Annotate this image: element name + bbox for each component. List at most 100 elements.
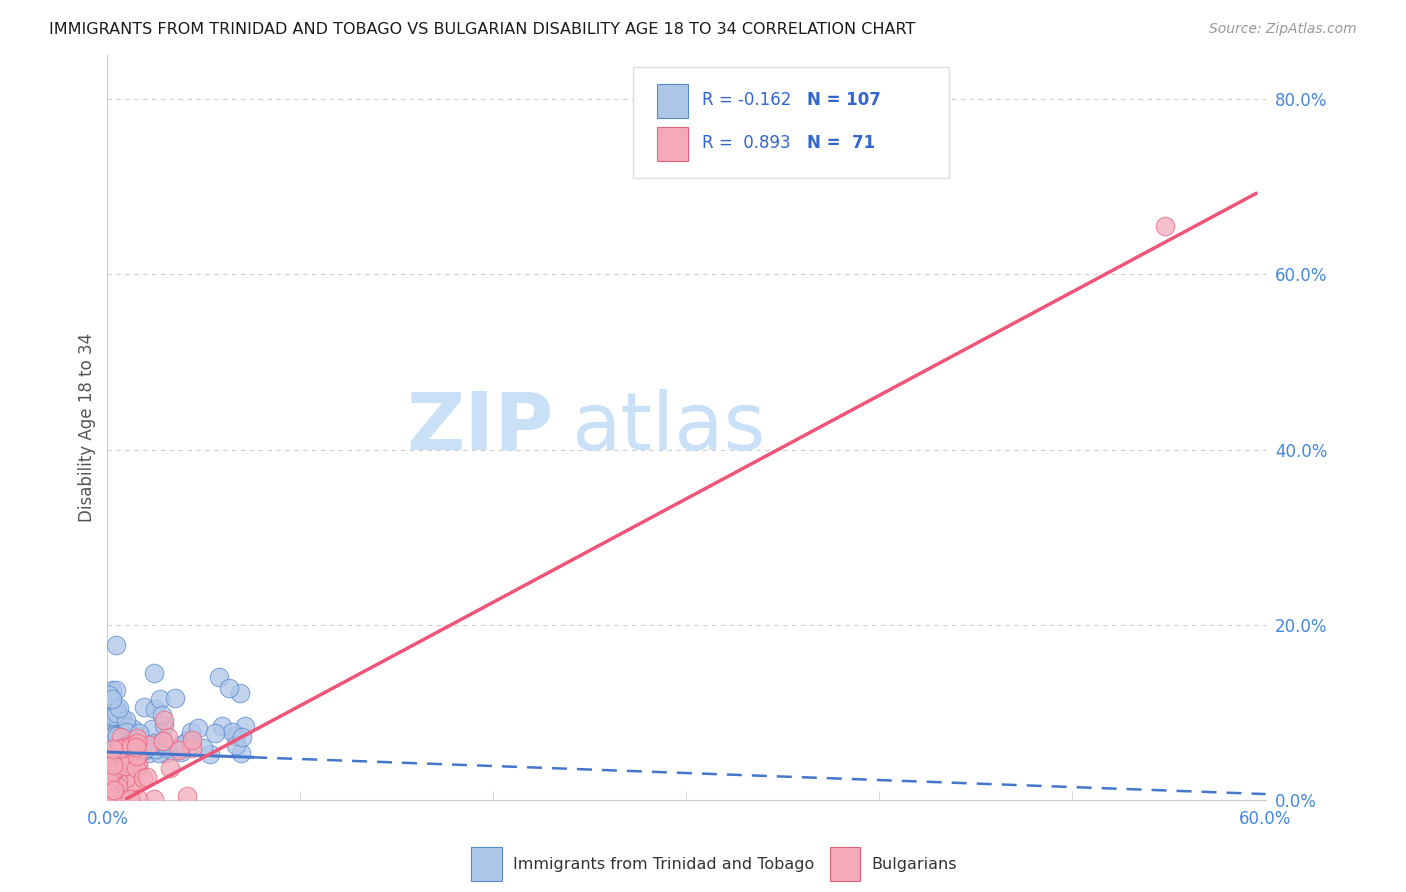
Point <box>125 734 148 748</box>
Point <box>117 726 139 740</box>
Point <box>98 775 121 789</box>
Point <box>108 745 131 759</box>
Point <box>107 780 129 794</box>
Point <box>103 709 125 723</box>
Point <box>167 743 190 757</box>
Point <box>115 732 138 747</box>
Text: atlas: atlas <box>571 389 765 467</box>
Point <box>101 792 124 806</box>
Point <box>233 719 256 733</box>
Point <box>176 789 198 803</box>
Point <box>114 745 136 759</box>
Point <box>115 714 138 728</box>
Point <box>98 731 121 746</box>
Point <box>125 748 148 763</box>
Point <box>98 779 121 793</box>
Point <box>100 747 122 762</box>
Point <box>170 740 193 755</box>
Point <box>121 775 143 789</box>
Point <box>100 773 122 788</box>
Point <box>98 728 121 742</box>
Text: R = -0.162: R = -0.162 <box>702 91 792 109</box>
Point <box>110 742 132 756</box>
Text: Source: ZipAtlas.com: Source: ZipAtlas.com <box>1209 22 1357 37</box>
Point <box>98 714 121 728</box>
Point <box>112 742 135 756</box>
Point <box>218 681 240 696</box>
Point <box>100 736 122 750</box>
Point <box>105 735 128 749</box>
Point <box>138 738 160 752</box>
Point <box>103 783 125 797</box>
Point <box>104 733 127 747</box>
Point <box>142 736 165 750</box>
Point <box>107 728 129 742</box>
Point <box>132 743 155 757</box>
Point <box>101 745 124 759</box>
Point <box>105 729 128 743</box>
Point <box>141 722 163 736</box>
Point <box>115 720 138 734</box>
Point <box>98 753 121 767</box>
Point <box>117 739 139 754</box>
Point <box>135 741 157 756</box>
Point <box>1154 219 1177 233</box>
Point <box>155 746 177 760</box>
Point <box>110 740 132 755</box>
Point <box>108 741 131 756</box>
Point <box>104 762 127 776</box>
Point <box>100 692 122 706</box>
Point <box>211 719 233 733</box>
Point <box>156 731 179 745</box>
Point <box>107 774 129 789</box>
Point <box>180 732 202 747</box>
Point <box>208 669 231 683</box>
Point <box>98 779 121 793</box>
Point <box>115 771 138 785</box>
Point <box>187 721 209 735</box>
Point <box>104 774 127 789</box>
Point <box>159 761 181 775</box>
Point <box>105 729 128 743</box>
Point <box>127 760 149 774</box>
Point <box>114 725 136 739</box>
Point <box>105 792 128 806</box>
Point <box>191 741 214 756</box>
Point <box>143 737 166 751</box>
Point <box>121 723 143 737</box>
Point <box>134 700 156 714</box>
Point <box>110 730 132 744</box>
Point <box>138 746 160 760</box>
Point <box>103 758 125 772</box>
Point <box>127 792 149 806</box>
Point <box>101 742 124 756</box>
Point <box>104 756 127 770</box>
Point <box>101 726 124 740</box>
Text: IMMIGRANTS FROM TRINIDAD AND TOBAGO VS BULGARIAN DISABILITY AGE 18 TO 34 CORRELA: IMMIGRANTS FROM TRINIDAD AND TOBAGO VS B… <box>49 22 915 37</box>
Point <box>98 786 121 800</box>
Point <box>101 729 124 743</box>
Point <box>120 746 142 760</box>
Point <box>107 725 129 739</box>
Point <box>229 686 252 700</box>
Text: Immigrants from Trinidad and Tobago: Immigrants from Trinidad and Tobago <box>513 857 814 871</box>
Point <box>98 740 121 755</box>
Point <box>127 736 149 750</box>
Point <box>118 739 141 753</box>
Point <box>145 742 167 756</box>
Point <box>98 738 121 752</box>
Point <box>108 728 131 742</box>
Point <box>127 741 149 756</box>
Point <box>100 712 122 726</box>
Point <box>124 761 146 775</box>
Point <box>111 746 134 760</box>
Point <box>114 759 136 773</box>
Point <box>200 747 222 762</box>
Point <box>134 742 156 756</box>
Point <box>104 706 127 721</box>
Point <box>153 713 176 727</box>
Point <box>103 709 125 723</box>
Point <box>98 692 121 706</box>
Point <box>181 741 204 756</box>
Text: Bulgarians: Bulgarians <box>872 857 957 871</box>
